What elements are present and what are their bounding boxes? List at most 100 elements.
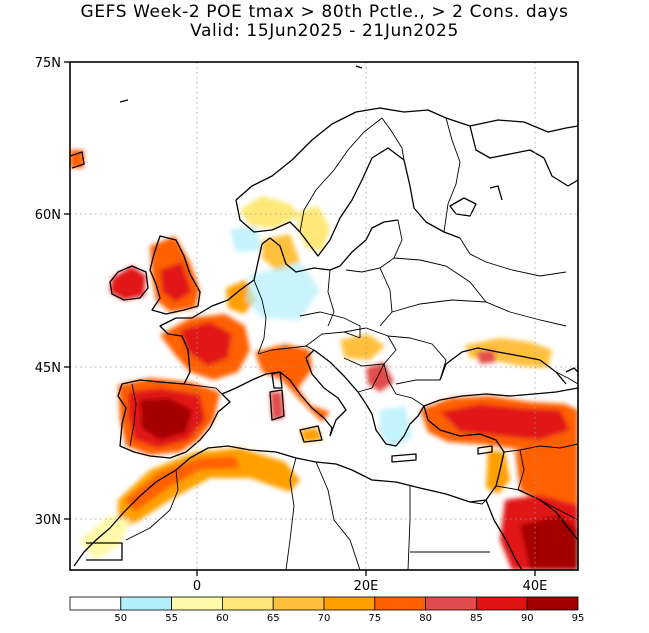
colorbar-label: 55 [165,613,178,624]
lat-label-45n: 45N [35,361,61,376]
shade-hungary [340,334,385,360]
shade-ireland [110,266,146,300]
border-austria [305,331,361,347]
coast-caspian-hint [565,367,578,373]
shade-levant [486,450,510,494]
coast-white-sea [543,157,578,187]
colorbar-label: 80 [419,613,432,624]
country-borders [125,117,578,570]
border-germany-france [253,279,267,355]
lat-label-60n: 60N [35,208,61,223]
colorbar-swatch [323,596,376,611]
shade-light-central [246,262,320,320]
colorbar-swatch [221,596,274,611]
border-baltics [345,219,403,273]
coast-crete [391,453,417,463]
shade-sardinia [270,392,284,420]
coast-black-sea [439,347,567,385]
coast-brittany [159,317,192,385]
colorbar-swatch [374,596,426,611]
lon-label-40e: 40E [523,579,548,594]
coast-turkey-north [423,387,578,407]
shade-north-africa-core [125,456,240,512]
border-algeria-tunisia [285,457,297,570]
colorbar-swatch [120,596,173,611]
shade-arabia-core [520,515,578,570]
coast-sicily [299,425,323,443]
colorbar-label: 90 [521,613,534,624]
border-germany-poland [327,269,335,327]
shade-mesopotamia [515,448,578,510]
shade-balkans [366,362,394,392]
coast-britain [149,235,201,315]
coast-western-sahara-box [86,542,123,561]
coast-turkey-south [423,405,505,453]
coast-red-sea [485,499,523,570]
border-alps [257,345,315,355]
colorbar-label: 75 [368,613,381,624]
border-balkans-2 [357,363,385,393]
border-norway-sweden [299,117,383,233]
coast-norway [235,107,578,201]
map-frame [69,61,579,571]
colorbar-swatch [272,596,325,611]
lon-label-0: 0 [193,579,201,594]
border-france-spain [183,383,223,395]
shade-iberia-hot [140,398,192,440]
colorbar-swatch [171,596,223,611]
shade-britain-core [160,262,192,302]
border-czech [299,311,361,338]
border-bulgaria [395,379,440,385]
border-jordan [495,485,578,521]
border-turkey-syria [503,443,578,453]
colorbar-swatch [69,596,122,611]
lat-label-75n: 75N [35,56,61,71]
lon-label-20e: 20E [354,579,379,594]
coast-med-france [221,371,281,395]
border-finland-russia [443,117,461,233]
border-morocco-algeria [125,469,179,541]
shade-sahara-west [80,515,130,560]
border-romania [387,335,447,381]
border-portugal [129,383,137,447]
coast-ireland [109,265,149,301]
border-russia-east [459,237,567,277]
coast-denmark [261,237,341,273]
border-libya-west [315,461,361,570]
coast-adriatic-east [313,349,373,415]
coast-norway-south [235,199,301,233]
border-libya-egypt [407,486,411,570]
coast-north-sea [191,243,263,319]
coast-corsica [271,371,283,389]
map-title: GEFS Week-2 POE tmax > 80th Pctle., > 2 … [80,2,569,22]
colorbar-label: 85 [470,613,483,624]
colorbar-label: 60 [216,613,229,624]
colorbar-swatch [475,596,528,611]
border-balkans-1 [383,363,425,407]
coast-svalbard-hint [355,65,363,69]
shade-north-africa [118,448,300,530]
colorbar-swatch [526,596,579,611]
coast-novaya-hint [489,185,503,201]
shade-black-sea-north [465,338,552,368]
colorbar: 50 55 60 65 70 75 80 85 90 95 [69,596,585,624]
axis-ticks [64,61,536,576]
coast-lake-ladoga [449,197,477,217]
colorbar-label: 50 [114,613,127,624]
coast-kola [469,125,545,159]
border-caucasus [555,371,578,385]
colorbar-label: 95 [572,613,585,624]
shade-france-core [180,322,232,366]
shade-light-greece [380,406,412,448]
coast-italy-east [305,349,347,437]
border-sweden-finland [381,117,405,161]
coast-faroe [119,99,129,103]
coast-gulf [539,499,578,541]
coast-sweden-east [299,147,405,257]
map-subtitle: Valid: 15Jun2025 - 21Jun2025 [190,21,459,41]
coast-cyprus [477,445,493,455]
colorbar-swatch [425,596,477,611]
border-poland-east [379,267,393,327]
colorbar-label: 70 [318,613,331,624]
shade-denmark [262,234,300,272]
